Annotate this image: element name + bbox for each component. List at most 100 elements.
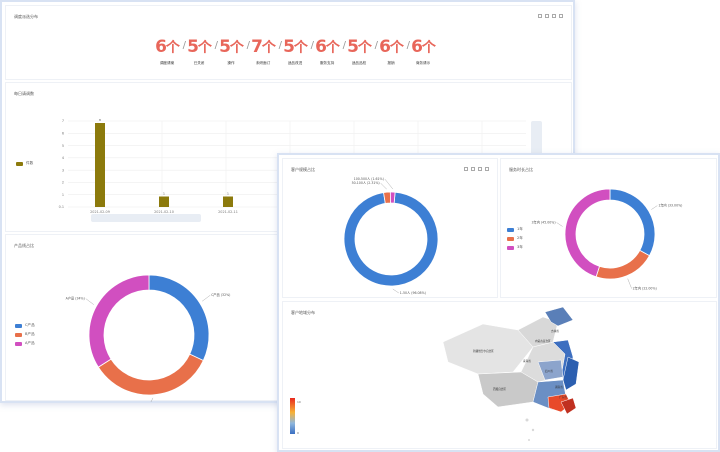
- stat-label: 操作: [227, 61, 235, 65]
- stat-item: 5个 适品改进 /: [279, 36, 314, 66]
- slice-label: 1-50人 (96.08%): [400, 291, 426, 295]
- donut-slice: [595, 249, 650, 280]
- save-image-icon[interactable]: [559, 14, 563, 18]
- stat-item: 6个 报销 /: [375, 36, 410, 66]
- y-tick-label: 0.1: [59, 205, 64, 209]
- donut-slice: [97, 353, 204, 396]
- separator: /: [342, 40, 346, 51]
- legend-label: 件数: [26, 161, 34, 165]
- bar: [95, 123, 105, 207]
- legend-label: 3年: [517, 245, 523, 249]
- dashboard-window-overlay: 客户规模占比 1-50人 (96.08%) 50-100人 (2.31%) 100-…: [277, 153, 720, 452]
- slice-label: 100-500人 (1.61%): [354, 177, 384, 181]
- slice-label: C产品 (32%): [211, 292, 230, 297]
- svg-text:吉林省: 吉林省: [551, 329, 559, 333]
- stat-item: 5个 已关闭 /: [183, 36, 218, 66]
- slice-label: 2年内 (22.00%): [633, 286, 657, 291]
- legend-item[interactable]: 2年: [507, 236, 523, 241]
- daily-chart-title: 每日请调数: [14, 91, 34, 96]
- stat-item: 7个 未研面订 /: [247, 36, 282, 66]
- svg-text:湖南省: 湖南省: [555, 385, 563, 389]
- separator: /: [374, 40, 378, 51]
- donut-slice: [343, 191, 439, 287]
- dispatch-stats-title: 调度派选分布: [14, 14, 38, 19]
- map-region-northwest: [442, 323, 534, 375]
- stat-label: 适品改进: [287, 61, 303, 65]
- stat-value: 6个: [411, 37, 436, 57]
- legend-item[interactable]: 3年: [507, 245, 523, 250]
- stat-item: 6个 服务支持 /: [311, 36, 346, 66]
- service-donut-chart: 1年内 (33.00%) 2年内 (22.00%) 3年内 (45.00%): [532, 188, 682, 291]
- region-map-card: 客户地域分布 新疆维吾尔自治区 西藏自治区 青海省 内蒙古自治区 吉林: [282, 301, 717, 449]
- map-regions: [442, 306, 580, 415]
- save-image-icon[interactable]: [485, 167, 489, 171]
- y-tick-label: 5: [62, 144, 64, 148]
- legend-label: C产品: [25, 323, 35, 327]
- restore-icon[interactable]: [538, 14, 542, 18]
- y-tick-label: 7: [62, 119, 64, 123]
- horizontal-scrollbar[interactable]: [91, 214, 201, 222]
- svg-text:青海省: 青海省: [523, 359, 531, 363]
- label-leader-line: [202, 295, 211, 302]
- legend-label: A产品: [25, 341, 35, 345]
- x-tick-label: 2021-02-09: [90, 210, 110, 214]
- scale-max-label: 10: [297, 400, 301, 404]
- legend-item[interactable]: C产品: [15, 323, 35, 328]
- china-region-map: 新疆维吾尔自治区 西藏自治区 青海省 内蒙古自治区 吉林省 四川省 湖南省 广东…: [290, 306, 580, 441]
- product-donut-chart: C产品 (32%)B产品 (34%)A产品 (34%): [66, 274, 230, 402]
- label-leader-line: [380, 183, 387, 190]
- data-view-icon[interactable]: [545, 14, 549, 18]
- slice-label: 50-100人 (2.31%): [352, 181, 380, 185]
- bar-value-label: 8: [99, 118, 101, 122]
- donut-slice: [564, 188, 611, 278]
- stats-row: 6个 调度请案/5个 已关闭/5个 操作/7个 未研面订/5个 适品改进/6个 …: [151, 36, 439, 66]
- customer-size-card: 客户规模占比 1-50人 (96.08%) 50-100人 (2.31%) 100-…: [282, 158, 498, 298]
- y-tick-label: 6: [62, 131, 64, 135]
- separator: /: [214, 40, 218, 51]
- y-tick-label: 3: [62, 168, 64, 172]
- map-region-guangdong: [560, 397, 577, 415]
- customer-donut-chart: 1-50人 (96.08%) 50-100人 (2.31%)100-500人 (1…: [343, 177, 439, 295]
- y-tick-label: 2: [62, 181, 64, 185]
- daily-legend[interactable]: 件数: [16, 161, 33, 166]
- legend-swatch: [15, 332, 22, 337]
- stat-value: 5个: [219, 37, 244, 57]
- legend-swatch: [15, 341, 22, 346]
- visual-map-bar: [290, 398, 295, 434]
- map-scale: 10 0: [290, 398, 301, 435]
- legend-item[interactable]: 1年: [507, 227, 523, 232]
- stat-value: 5个: [283, 37, 308, 57]
- donut-slice: [389, 191, 396, 204]
- donut-slice: [88, 274, 150, 368]
- slice-label: A产品 (34%): [66, 296, 85, 301]
- stat-value: 5个: [347, 37, 372, 57]
- stat-item: 5个 适品品校 /: [343, 36, 378, 66]
- label-leader-line: [627, 278, 632, 289]
- slice-label: 1年内 (33.00%): [658, 203, 682, 208]
- map-region-east-coast: [562, 356, 580, 391]
- label-leader-line: [384, 178, 393, 190]
- stat-value: 5个: [187, 37, 212, 57]
- bar-value-label: 1: [163, 192, 165, 196]
- svg-text:西藏自治区: 西藏自治区: [493, 387, 506, 391]
- slice-label: 3年内 (45.00%): [532, 219, 556, 224]
- restore-icon[interactable]: [464, 167, 468, 171]
- legend-item[interactable]: B产品: [15, 332, 35, 337]
- zoom-icon[interactable]: [478, 167, 482, 171]
- data-view-icon[interactable]: [471, 167, 475, 171]
- legend-swatch: [15, 323, 22, 328]
- card-toolbar: [538, 14, 563, 18]
- map-region-north: [517, 316, 559, 348]
- label-leader-line: [556, 222, 563, 227]
- customer-size-title: 客户规模占比: [291, 167, 315, 172]
- label-leader-line: [392, 288, 399, 294]
- legend-label: 2年: [517, 236, 523, 240]
- separator: /: [182, 40, 186, 51]
- map-labels: 新疆维吾尔自治区 西藏自治区 青海省 内蒙古自治区 吉林省 四川省 湖南省 广东…: [473, 329, 567, 399]
- svg-text:新疆维吾尔自治区: 新疆维吾尔自治区: [473, 349, 494, 353]
- scale-min-label: 0: [297, 431, 299, 435]
- label-leader-line: [651, 205, 658, 210]
- separator: /: [406, 40, 410, 51]
- legend-item[interactable]: A产品: [15, 341, 35, 346]
- zoom-icon[interactable]: [552, 14, 556, 18]
